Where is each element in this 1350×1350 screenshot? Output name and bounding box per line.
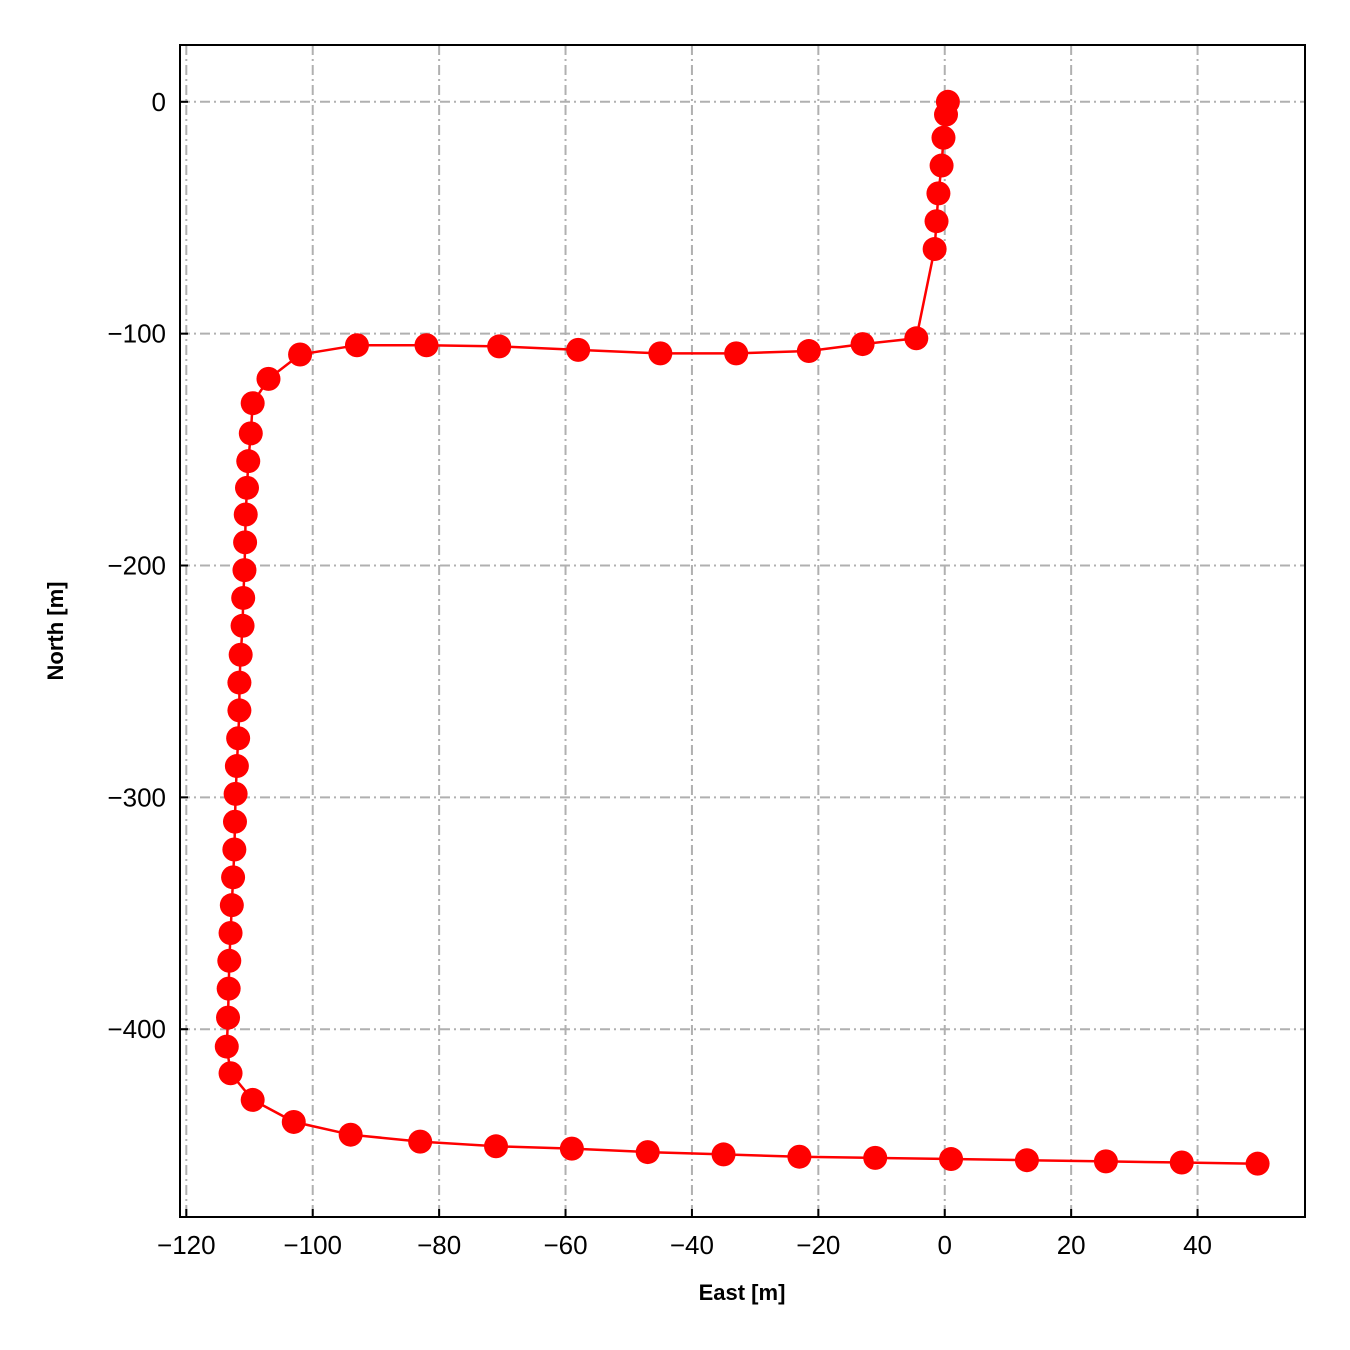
trajectory-point bbox=[787, 1144, 812, 1169]
trajectory-point bbox=[408, 1129, 433, 1154]
trajectory-point bbox=[850, 332, 875, 357]
y-tick-label: −200 bbox=[107, 551, 166, 581]
trajectory-point bbox=[221, 865, 246, 890]
trajectory-point bbox=[566, 337, 591, 362]
trajectory-point bbox=[214, 1034, 239, 1059]
x-tick-label: 20 bbox=[1057, 1230, 1086, 1260]
trajectory-point bbox=[863, 1145, 888, 1170]
trajectory-point bbox=[904, 326, 929, 351]
plot-background bbox=[180, 45, 1305, 1217]
trajectory-point bbox=[236, 449, 261, 474]
trajectory-point bbox=[231, 585, 256, 610]
trajectory-point bbox=[281, 1109, 306, 1134]
x-tick-label: 0 bbox=[938, 1230, 952, 1260]
trajectory-point bbox=[227, 698, 252, 723]
trajectory-point bbox=[227, 670, 252, 695]
trajectory-point bbox=[796, 339, 821, 364]
y-tick-label: −100 bbox=[107, 319, 166, 349]
trajectory-point bbox=[487, 334, 512, 359]
trajectory-point bbox=[711, 1142, 736, 1167]
x-tick-label: −100 bbox=[283, 1230, 342, 1260]
x-tick-label: −60 bbox=[543, 1230, 587, 1260]
trajectory-point bbox=[931, 125, 956, 150]
trajectory-point bbox=[240, 1087, 265, 1112]
trajectory-point bbox=[1245, 1151, 1270, 1176]
trajectory-point bbox=[222, 809, 247, 834]
trajectory-point bbox=[226, 726, 251, 751]
trajectory-point bbox=[233, 530, 258, 555]
trajectory-point bbox=[635, 1140, 660, 1165]
trajectory-point bbox=[224, 754, 249, 779]
grid-lines bbox=[180, 45, 1305, 1217]
trajectory-point bbox=[926, 181, 951, 206]
trajectory-point bbox=[216, 976, 241, 1001]
x-tick-label: −120 bbox=[157, 1230, 216, 1260]
trajectory-point bbox=[648, 341, 673, 366]
trajectory-point bbox=[234, 475, 259, 500]
trajectory-point bbox=[219, 893, 244, 918]
x-tick-label: −80 bbox=[417, 1230, 461, 1260]
trajectory-point bbox=[484, 1134, 509, 1159]
trajectory-point bbox=[1093, 1149, 1118, 1174]
trajectory-point bbox=[223, 781, 248, 806]
y-tick-label: −400 bbox=[107, 1014, 166, 1044]
trajectory-point bbox=[338, 1122, 363, 1147]
axis-ticks: −120 −100 −80 −60 −40 −20 0 20 400−100−200−300−4… bbox=[107, 87, 1212, 1260]
trajectory-point bbox=[232, 558, 257, 583]
trajectory-point bbox=[559, 1136, 584, 1161]
trajectory-point bbox=[924, 209, 949, 234]
trajectory-point bbox=[218, 1061, 243, 1086]
trajectory-point bbox=[238, 421, 263, 446]
trajectory-point bbox=[724, 341, 749, 366]
trajectory-series bbox=[214, 89, 1270, 1176]
trajectory-line bbox=[225, 101, 1258, 1165]
y-tick-label: 0 bbox=[152, 87, 166, 117]
y-tick-label: −300 bbox=[107, 782, 166, 812]
trajectory-point bbox=[256, 366, 281, 391]
trajectory-point bbox=[228, 642, 253, 667]
trajectory-point bbox=[240, 391, 265, 416]
trajectory-point bbox=[288, 342, 313, 367]
x-tick-label: −20 bbox=[796, 1230, 840, 1260]
trajectory-point bbox=[929, 153, 954, 178]
trajectory-point bbox=[922, 237, 947, 262]
x-axis-title: East [m] bbox=[699, 1280, 786, 1305]
trajectory-point bbox=[1014, 1148, 1039, 1173]
y-axis-title: North [m] bbox=[43, 582, 68, 681]
trajectory-point bbox=[216, 1005, 241, 1030]
trajectory-point bbox=[1169, 1150, 1194, 1175]
trajectory-point bbox=[222, 837, 247, 862]
trajectory-point bbox=[934, 102, 959, 127]
trajectory-point bbox=[217, 948, 242, 973]
trajectory-point bbox=[414, 333, 439, 358]
trajectory-point bbox=[939, 1147, 964, 1172]
trajectory-point bbox=[344, 333, 369, 358]
trajectory-point bbox=[233, 502, 258, 527]
x-tick-label: −40 bbox=[670, 1230, 714, 1260]
x-tick-label: 40 bbox=[1183, 1230, 1212, 1260]
trajectory-point bbox=[218, 920, 243, 945]
trajectory-point bbox=[230, 613, 255, 638]
plot-frame bbox=[179, 44, 1306, 1218]
